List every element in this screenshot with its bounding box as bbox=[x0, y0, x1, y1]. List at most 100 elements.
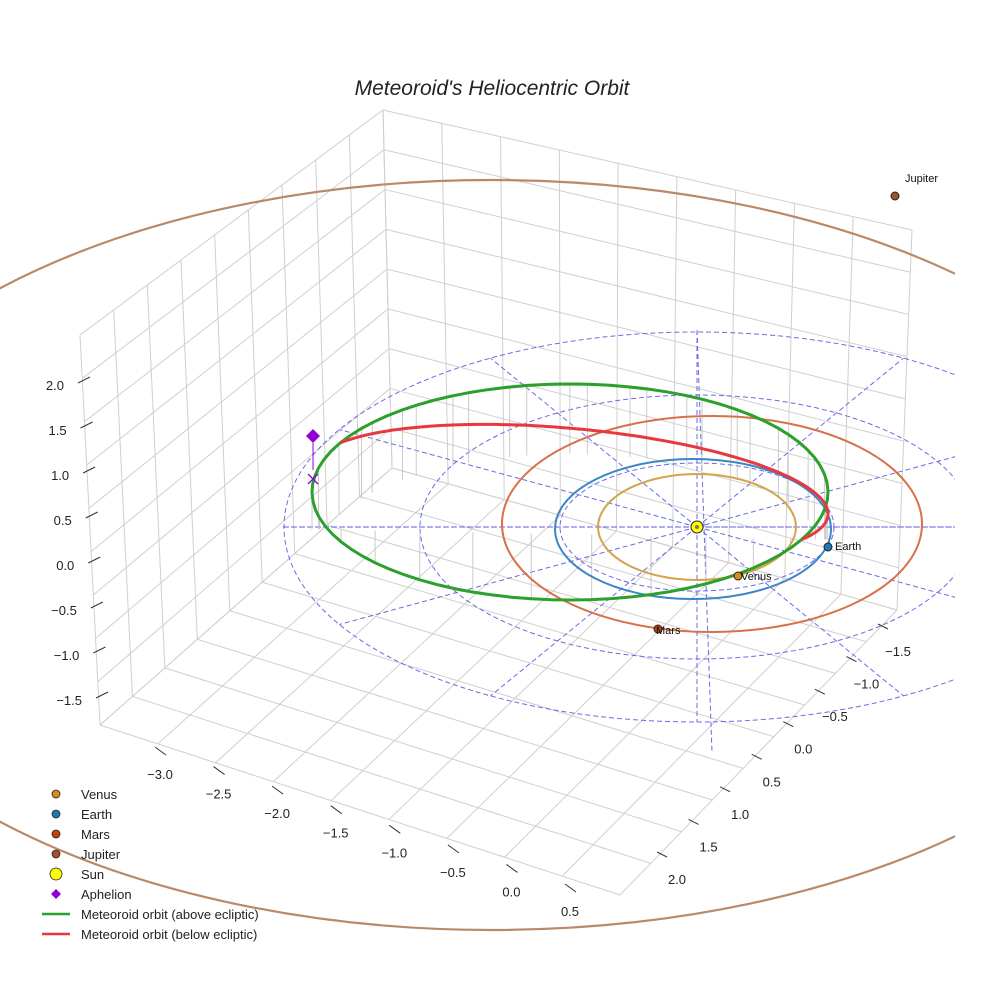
meteoroid-orbit-below-line bbox=[339, 422, 830, 541]
y-tick-mark bbox=[783, 721, 794, 728]
z-tick-mark bbox=[88, 556, 101, 564]
floor-gridline bbox=[215, 499, 505, 764]
planet-orbits bbox=[501, 415, 923, 633]
y-tick-mark bbox=[719, 786, 731, 793]
mars-marker bbox=[653, 624, 663, 634]
right-pane-gridline bbox=[728, 189, 737, 563]
left-pane-gridline bbox=[99, 467, 393, 726]
left-pane-gridline bbox=[88, 268, 388, 509]
axis-panes bbox=[79, 109, 913, 896]
z-tick-label: −1.5 bbox=[56, 693, 82, 708]
left-pane-gridline bbox=[97, 427, 392, 683]
floor-gridline bbox=[359, 496, 867, 643]
right-pane-gridline bbox=[383, 149, 911, 273]
legend-item: Meteoroid orbit (above ecliptic) bbox=[42, 907, 259, 922]
aphelion-marker bbox=[306, 429, 320, 443]
right-pane-gridline bbox=[384, 189, 909, 315]
right-pane-gridline bbox=[390, 427, 899, 569]
y-tick-mark bbox=[656, 851, 668, 858]
x-tick-mark bbox=[388, 824, 401, 834]
x-tick-label: 0.0 bbox=[502, 884, 520, 899]
mars-label: Mars bbox=[656, 625, 681, 637]
ecliptic-spoke bbox=[696, 456, 955, 528]
left-pane-gridline bbox=[86, 228, 387, 466]
y-tick-mark bbox=[688, 818, 699, 825]
left-pane-gridline bbox=[79, 109, 384, 336]
floor-gridline bbox=[330, 530, 617, 801]
x-tick-mark bbox=[447, 844, 460, 854]
legend-item: Earth bbox=[51, 807, 112, 822]
z-tick-mark bbox=[90, 601, 104, 609]
x-tick-mark bbox=[506, 864, 518, 873]
mars-orbit bbox=[501, 415, 923, 633]
y-tick-label: 0.5 bbox=[763, 774, 781, 789]
legend-item: Sun bbox=[49, 867, 104, 882]
left-pane-gridline bbox=[146, 284, 166, 668]
x-tick-label: 0.5 bbox=[561, 904, 579, 919]
jupiter-label: Jupiter bbox=[905, 173, 938, 185]
right-pane-gridline bbox=[441, 123, 449, 484]
floor-gridline bbox=[561, 593, 842, 877]
left-pane-gridline bbox=[84, 189, 386, 423]
floor-gridline bbox=[197, 638, 713, 801]
legend-label: Jupiter bbox=[81, 847, 121, 862]
jupiter-orbit bbox=[0, 179, 955, 931]
y-tick-label: 1.5 bbox=[700, 839, 718, 854]
floor-gridline bbox=[132, 695, 651, 864]
left-pane-gridline bbox=[79, 334, 101, 726]
aphelion-projection-marker bbox=[307, 473, 319, 485]
z-tick-mark bbox=[95, 691, 109, 699]
x-tick-mark bbox=[154, 746, 167, 756]
legend: Venus Earth Mars Jupiter Sun Aphelion Meteoroi… bbox=[42, 787, 259, 942]
z-tick-label: 1.0 bbox=[51, 468, 69, 483]
ecliptic-axis-line bbox=[696, 329, 713, 753]
ecliptic-grid bbox=[283, 329, 955, 753]
ecliptic-spoke bbox=[490, 526, 698, 697]
left-pane-gridline bbox=[95, 388, 391, 639]
right-pane-gridline bbox=[385, 228, 908, 358]
right-pane-gridline bbox=[840, 216, 854, 595]
y-tick-label: −1.5 bbox=[885, 644, 911, 659]
legend-swatch bbox=[51, 849, 61, 859]
sun-core bbox=[695, 525, 699, 529]
ecliptic-spoke bbox=[696, 526, 904, 697]
ecliptic-spoke bbox=[696, 357, 904, 528]
legend-item: Jupiter bbox=[51, 847, 121, 862]
z-tick-mark bbox=[93, 646, 106, 654]
x-tick-label: −0.5 bbox=[440, 865, 466, 880]
x-tick-label: −1.0 bbox=[381, 845, 407, 860]
right-pane-gridline bbox=[784, 203, 795, 579]
x-tick-label: −3.0 bbox=[147, 767, 173, 782]
left-pane-gridline bbox=[81, 149, 385, 379]
venus-orbit bbox=[597, 473, 797, 581]
z-tick-label: 2.0 bbox=[46, 378, 64, 393]
right-pane-gridline bbox=[386, 268, 906, 400]
y-tick-mark bbox=[846, 656, 857, 663]
floor-gridline bbox=[446, 562, 730, 839]
z-tick-mark bbox=[80, 421, 93, 429]
left-pane-gridline bbox=[348, 134, 361, 497]
y-tick-label: −1.0 bbox=[854, 677, 880, 692]
y-tick-label: 2.0 bbox=[668, 872, 686, 887]
legend-label: Aphelion bbox=[81, 887, 132, 902]
x-tick-mark bbox=[564, 883, 577, 893]
ecliptic-spoke bbox=[490, 357, 698, 528]
right-pane-gridline bbox=[389, 387, 901, 527]
left-pane-gridline bbox=[315, 159, 328, 526]
floor-gridline bbox=[294, 553, 805, 706]
legend-swatch bbox=[51, 829, 61, 839]
floor-gridline bbox=[388, 546, 673, 820]
legend-label: Sun bbox=[81, 867, 104, 882]
legend-item: Meteoroid orbit (below ecliptic) bbox=[42, 927, 257, 942]
floor-gridline bbox=[229, 610, 744, 769]
legend-swatch bbox=[51, 789, 61, 799]
z-tick-mark bbox=[85, 511, 98, 519]
right-pane-gridline bbox=[896, 229, 913, 611]
legend-label: Meteoroid orbit (below ecliptic) bbox=[81, 927, 257, 942]
earth-label: Earth bbox=[835, 541, 861, 553]
left-pane-gridline bbox=[113, 309, 133, 697]
meteoroid-orbit bbox=[310, 382, 830, 602]
legend-label: Meteoroid orbit (above ecliptic) bbox=[81, 907, 259, 922]
x-tick-label: −2.5 bbox=[206, 787, 232, 802]
x-tick-label: −1.5 bbox=[323, 826, 349, 841]
